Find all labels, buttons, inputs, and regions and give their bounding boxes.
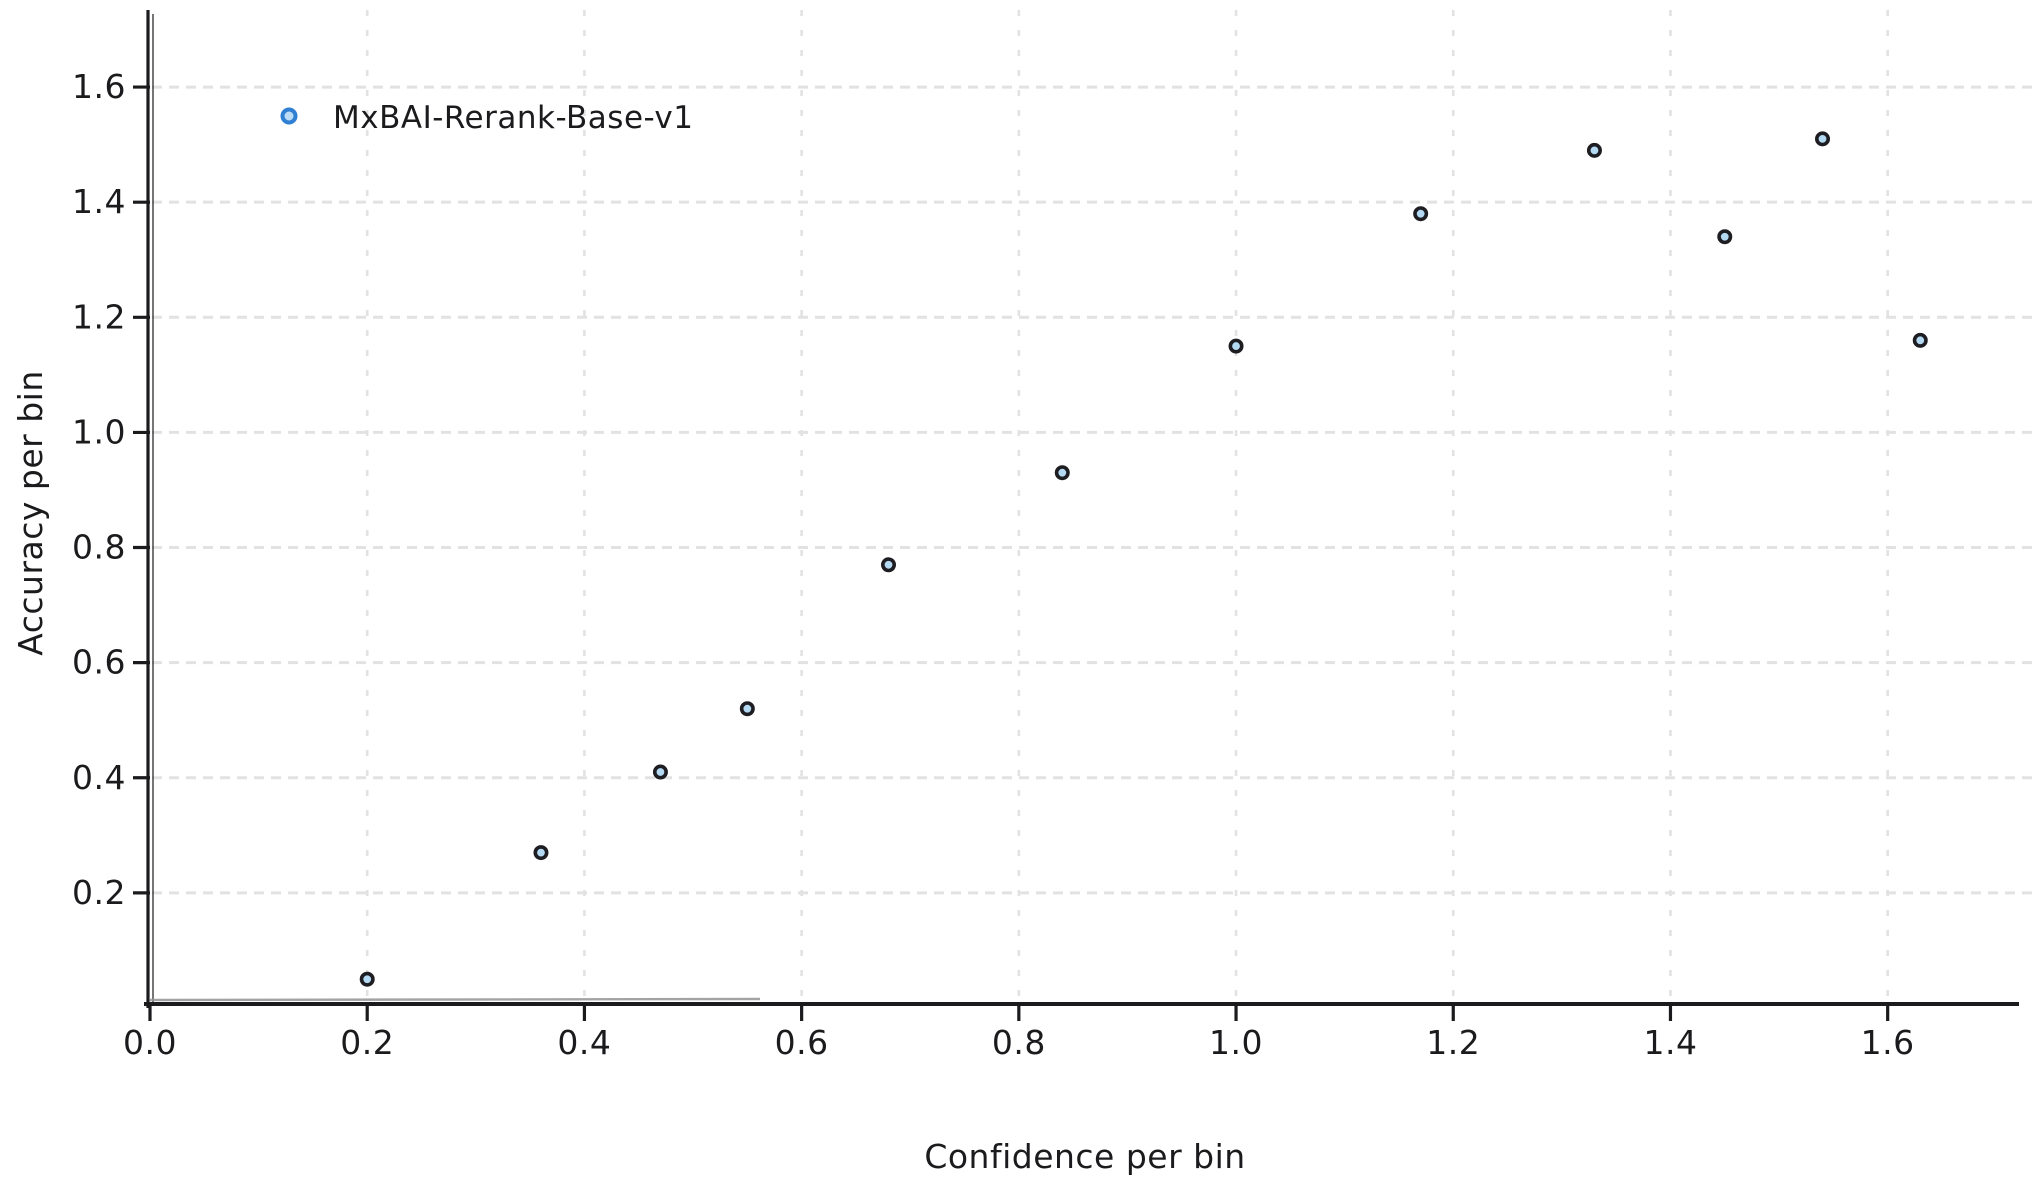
axes	[144, 10, 2019, 1008]
x-tick-label: 0.0	[123, 1023, 177, 1062]
scatter-points	[359, 131, 1928, 987]
legend-marker-icon	[280, 107, 298, 125]
y-tick-label: 1.4	[72, 182, 126, 221]
data-point	[533, 845, 549, 861]
y-tick-label: 1.6	[72, 67, 126, 106]
x-tick-label: 0.2	[340, 1023, 394, 1062]
x-tick-label: 1.4	[1643, 1023, 1697, 1062]
x-tick-label: 0.8	[992, 1023, 1046, 1062]
y-tick-label: 0.2	[72, 873, 126, 912]
x-tick-label: 1.6	[1861, 1023, 1915, 1062]
y-tick-label: 1.2	[72, 297, 126, 336]
x-tick-label: 0.4	[557, 1023, 611, 1062]
data-point	[1717, 229, 1733, 245]
y-tick-label: 1.0	[72, 412, 126, 451]
data-point	[359, 971, 375, 987]
y-tick-label: 0.8	[72, 528, 126, 567]
x-tick-label: 1.2	[1426, 1023, 1480, 1062]
y-axis-ticks: 0.2 0.4 0.6 0.8 1.0 1.2 1.4 1.6	[72, 67, 150, 912]
data-point	[1912, 332, 1928, 348]
y-tick-label: 0.4	[72, 758, 126, 797]
data-point	[652, 764, 668, 780]
x-axis-ticks: 0.0 0.2 0.4 0.6 0.8 1.0 1.2 1.4 1.6	[123, 1004, 1915, 1062]
data-point	[1586, 142, 1602, 158]
legend-series-label: MxBAI-Rerank-Base-v1	[333, 100, 693, 136]
data-point	[1815, 131, 1831, 147]
data-point	[1054, 465, 1070, 481]
x-tick-label: 1.0	[1209, 1023, 1263, 1062]
data-point	[739, 701, 755, 717]
data-point	[1413, 206, 1429, 222]
x-axis-title: Confidence per bin	[924, 1137, 1245, 1176]
legend: MxBAI-Rerank-Base-v1	[280, 100, 693, 136]
x-axis-sketch-shadow-line	[149, 997, 761, 1002]
data-point	[1228, 338, 1244, 354]
data-point	[881, 557, 897, 573]
y-axis-title: Accuracy per bin	[11, 370, 50, 656]
horizontal-gridlines	[152, 85, 2036, 895]
x-tick-label: 0.6	[775, 1023, 829, 1062]
vertical-gridlines	[365, 10, 1889, 1002]
y-tick-label: 0.6	[72, 643, 126, 682]
